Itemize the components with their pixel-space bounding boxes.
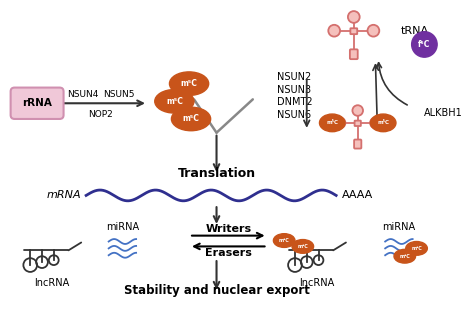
FancyBboxPatch shape <box>355 121 361 126</box>
Ellipse shape <box>319 114 345 132</box>
Ellipse shape <box>170 72 209 96</box>
Text: AAAA: AAAA <box>342 190 374 200</box>
Circle shape <box>411 32 437 57</box>
FancyBboxPatch shape <box>10 88 64 119</box>
Text: lncRNA: lncRNA <box>299 278 334 288</box>
FancyBboxPatch shape <box>350 28 357 34</box>
Text: NSUN5: NSUN5 <box>103 90 134 99</box>
Circle shape <box>367 25 379 37</box>
Circle shape <box>328 25 340 37</box>
Ellipse shape <box>172 107 210 131</box>
Text: NSUN3: NSUN3 <box>277 85 311 95</box>
Text: m⁵C: m⁵C <box>411 246 422 251</box>
Text: Stability and nuclear export: Stability and nuclear export <box>124 285 310 297</box>
Ellipse shape <box>406 241 428 255</box>
FancyBboxPatch shape <box>350 49 358 59</box>
Ellipse shape <box>371 114 396 132</box>
Circle shape <box>335 118 346 128</box>
Ellipse shape <box>273 234 295 247</box>
Text: ALKBH1: ALKBH1 <box>424 108 463 118</box>
Ellipse shape <box>394 249 416 263</box>
Text: m⁵C: m⁵C <box>377 120 389 125</box>
Text: miRNA: miRNA <box>383 222 416 232</box>
Text: tRNA: tRNA <box>401 26 429 36</box>
Text: m⁵C: m⁵C <box>298 244 308 249</box>
Ellipse shape <box>155 90 194 113</box>
Text: m⁵C: m⁵C <box>400 254 410 259</box>
Text: m⁵C: m⁵C <box>182 115 200 124</box>
Ellipse shape <box>292 239 314 253</box>
Text: DNMT2: DNMT2 <box>277 97 313 107</box>
Text: m⁵C: m⁵C <box>326 120 338 125</box>
Text: NSUN6: NSUN6 <box>277 110 311 120</box>
FancyBboxPatch shape <box>354 140 361 149</box>
Circle shape <box>353 105 363 116</box>
Text: Writers: Writers <box>205 224 251 234</box>
Text: Erasers: Erasers <box>205 248 252 259</box>
Text: f⁵C: f⁵C <box>418 40 430 49</box>
Text: mRNA: mRNA <box>46 190 81 200</box>
Text: m⁵C: m⁵C <box>181 79 198 88</box>
Circle shape <box>348 11 360 23</box>
Text: m⁵C: m⁵C <box>279 238 290 243</box>
Text: NOP2: NOP2 <box>89 110 113 119</box>
Text: NSUN2: NSUN2 <box>277 72 311 82</box>
Circle shape <box>370 118 381 128</box>
Text: Translation: Translation <box>177 167 255 180</box>
Text: rRNA: rRNA <box>22 98 52 108</box>
Text: lncRNA: lncRNA <box>34 278 69 288</box>
Text: miRNA: miRNA <box>106 222 139 232</box>
Text: m⁵C: m⁵C <box>166 97 183 106</box>
Text: NSUN4: NSUN4 <box>67 90 99 99</box>
